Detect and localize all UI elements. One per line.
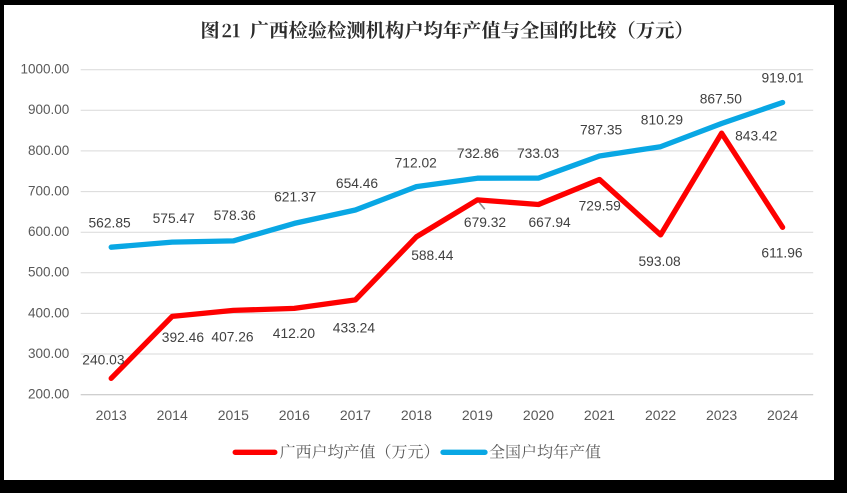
svg-text:2018: 2018 <box>401 407 432 423</box>
svg-text:654.46: 654.46 <box>336 176 379 191</box>
svg-text:2016: 2016 <box>279 407 310 423</box>
svg-text:611.96: 611.96 <box>761 246 803 261</box>
svg-text:2015: 2015 <box>218 407 249 423</box>
svg-text:2024: 2024 <box>767 407 798 423</box>
svg-text:433.24: 433.24 <box>333 320 376 335</box>
svg-text:2021: 2021 <box>584 407 615 423</box>
svg-text:500.00: 500.00 <box>28 265 69 280</box>
svg-text:800.00: 800.00 <box>28 143 69 158</box>
svg-text:200.00: 200.00 <box>28 387 69 402</box>
svg-text:667.94: 667.94 <box>528 215 571 230</box>
svg-text:700.00: 700.00 <box>28 184 69 199</box>
svg-text:2013: 2013 <box>96 407 127 423</box>
svg-text:575.47: 575.47 <box>153 211 195 226</box>
svg-text:400.00: 400.00 <box>28 305 69 320</box>
svg-text:843.42: 843.42 <box>735 129 777 144</box>
svg-text:588.44: 588.44 <box>411 248 454 263</box>
svg-text:2019: 2019 <box>462 407 493 423</box>
svg-text:562.85: 562.85 <box>88 216 131 231</box>
svg-text:2014: 2014 <box>157 407 188 423</box>
svg-text:810.29: 810.29 <box>641 113 684 128</box>
svg-text:593.08: 593.08 <box>638 254 681 269</box>
svg-text:407.26: 407.26 <box>211 329 254 344</box>
svg-text:787.35: 787.35 <box>580 122 623 137</box>
svg-text:2017: 2017 <box>340 407 371 423</box>
svg-text:2023: 2023 <box>706 407 737 423</box>
svg-text:600.00: 600.00 <box>28 224 69 239</box>
svg-text:621.37: 621.37 <box>274 190 316 205</box>
svg-text:300.00: 300.00 <box>28 346 69 361</box>
svg-text:732.86: 732.86 <box>457 146 500 161</box>
svg-text:867.50: 867.50 <box>700 91 743 106</box>
svg-text:240.03: 240.03 <box>82 352 125 367</box>
svg-text:578.36: 578.36 <box>214 208 257 223</box>
svg-text:679.32: 679.32 <box>464 215 506 230</box>
svg-text:1000.00: 1000.00 <box>20 62 69 77</box>
svg-text:392.46: 392.46 <box>162 330 205 345</box>
svg-text:733.03: 733.03 <box>517 146 560 161</box>
svg-text:900.00: 900.00 <box>28 102 69 117</box>
svg-text:2020: 2020 <box>523 407 554 423</box>
svg-text:2022: 2022 <box>645 407 676 423</box>
svg-text:729.59: 729.59 <box>579 199 622 214</box>
svg-text:919.01: 919.01 <box>761 71 803 86</box>
svg-text:412.20: 412.20 <box>273 326 316 341</box>
svg-text:712.02: 712.02 <box>395 156 437 171</box>
